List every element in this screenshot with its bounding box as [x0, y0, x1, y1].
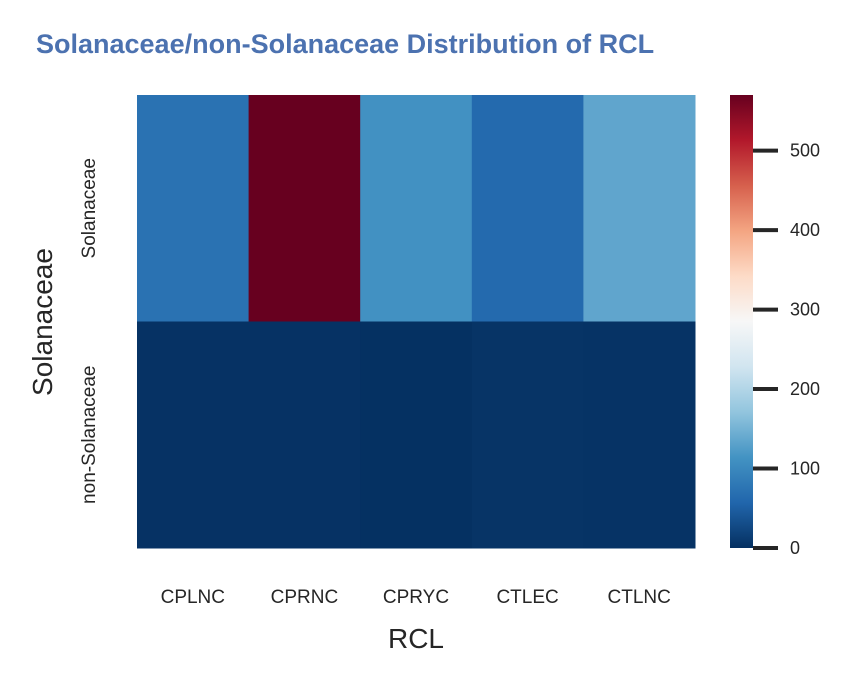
heatmap-cells	[137, 95, 696, 549]
colorbar	[730, 95, 753, 548]
heatmap-cell-non-Solanaceae-CPLNC	[137, 321, 250, 549]
heatmap-cell-non-Solanaceae-CTLNC	[583, 321, 696, 549]
x-tick-label: CTLNC	[608, 587, 671, 608]
colorbar-tick-label: 300	[790, 300, 820, 320]
x-tick-label: CPRYC	[383, 587, 449, 608]
chart-title: Solanaceae/non-Solanaceae Distribution o…	[36, 29, 654, 59]
colorbar-tick-label: 100	[790, 459, 820, 479]
heatmap-cell-Solanaceae-CPRYC	[360, 95, 473, 322]
x-tick-label: CPRNC	[271, 587, 339, 608]
heatmap-cell-Solanaceae-CTLEC	[471, 95, 584, 322]
colorbar-tick-label: 0	[790, 538, 800, 558]
y-axis-label: Solanaceae	[27, 248, 58, 396]
colorbar-tick-label: 400	[790, 220, 820, 240]
colorbar-tick-label: 500	[790, 141, 820, 161]
heatmap-cell-non-Solanaceae-CPRYC	[360, 321, 473, 549]
x-tick-label: CTLEC	[496, 587, 558, 608]
heatmap-cell-Solanaceae-CPRNC	[248, 95, 361, 322]
colorbar-tick-label: 200	[790, 379, 820, 399]
heatmap-cell-Solanaceae-CTLNC	[583, 95, 696, 322]
y-tick-label: non-Solanaceae	[79, 366, 100, 504]
y-tick-labels: Solanaceae non-Solanaceae	[79, 158, 100, 504]
colorbar-ticks: 0 100 200 300 400 500	[753, 141, 820, 558]
heatmap-cell-Solanaceae-CPLNC	[137, 95, 250, 322]
x-axis-label: RCL	[388, 623, 444, 654]
y-tick-label: Solanaceae	[79, 158, 100, 258]
heatmap-cell-non-Solanaceae-CPRNC	[248, 321, 361, 549]
x-tick-label: CPLNC	[161, 587, 225, 608]
heatmap-cell-non-Solanaceae-CTLEC	[471, 321, 584, 549]
x-tick-labels: CPLNC CPRNC CPRYC CTLEC CTLNC	[161, 587, 671, 608]
